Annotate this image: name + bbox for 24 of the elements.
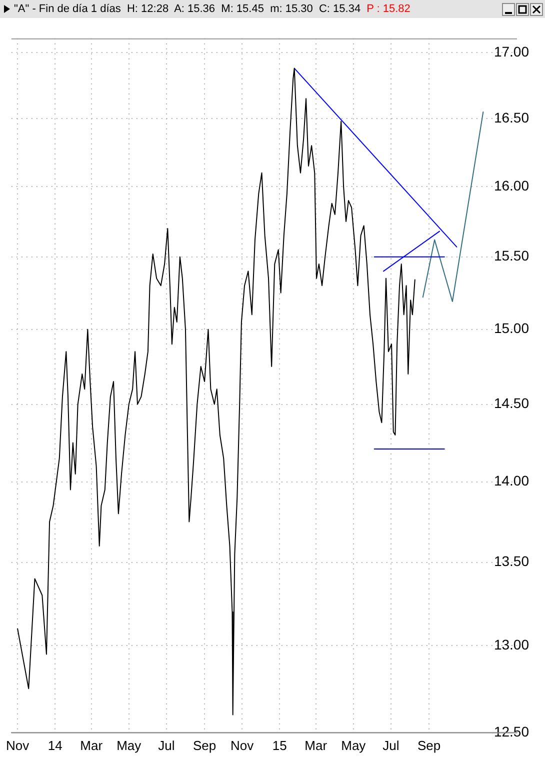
x-tick-label: 14 [48, 738, 62, 753]
x-tick-label: May [116, 738, 142, 753]
y-tick-label: 13.50 [494, 553, 530, 570]
x-tick-label: 15 [272, 738, 287, 753]
y-tick-label: 15.50 [494, 248, 530, 264]
y-tick-label: 15.00 [494, 320, 530, 336]
x-tick-label: Sep [417, 738, 441, 753]
x-tick-label: May [341, 738, 366, 753]
y-tick-label: 16.00 [494, 178, 530, 194]
x-tick-label: Mar [304, 738, 328, 753]
y-tick-label: 14.50 [494, 395, 530, 412]
y-tick-label: 14.00 [494, 472, 530, 489]
chart-subtitle: P : 15.82 [366, 3, 410, 15]
y-tick-label: 17.00 [494, 44, 530, 60]
x-tick-label: Nov [6, 738, 30, 753]
x-tick-label: Mar [80, 738, 104, 753]
y-tick-label: 13.00 [494, 636, 530, 653]
chart-title: "A" - Fin de día 1 días H: 12:28 A: 15.36 M: 15.45 m: 15.30 C: 15.34 [14, 3, 361, 15]
y-tick-label: 12.50 [494, 723, 530, 740]
y-tick-label: 16.50 [494, 110, 530, 126]
x-tick-label: Jul [158, 738, 175, 753]
x-tick-label: Jul [382, 738, 400, 753]
x-tick-label: Sep [192, 738, 216, 753]
x-tick-label: Nov [230, 738, 254, 753]
